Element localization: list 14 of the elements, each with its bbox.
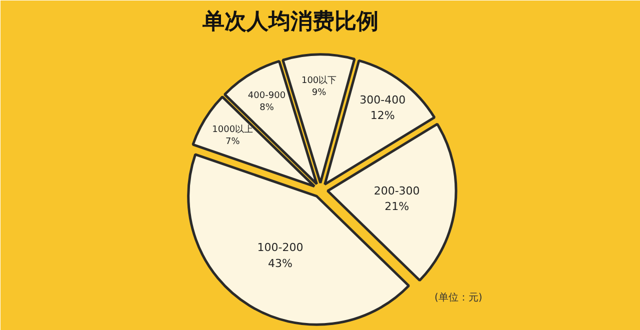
slice-label: 300-400 <box>360 93 406 106</box>
slice-label: 200-300 <box>374 184 420 198</box>
slice-label: 1000以上 <box>212 124 254 136</box>
data-label: 43% <box>268 256 292 270</box>
data-label: 9% <box>312 88 327 98</box>
data-label: 12% <box>370 108 395 122</box>
chart-title: 单次人均消费比例 <box>202 10 379 35</box>
data-label: 8% <box>260 103 274 114</box>
data-label: 7% <box>225 137 240 148</box>
slice-label: 100以下 <box>301 74 337 86</box>
slice-label: 100-200 <box>257 241 304 254</box>
data-label: 21% <box>384 200 410 213</box>
slice-label: 400-900 <box>248 91 286 102</box>
text: (单位：元) <box>434 292 482 304</box>
